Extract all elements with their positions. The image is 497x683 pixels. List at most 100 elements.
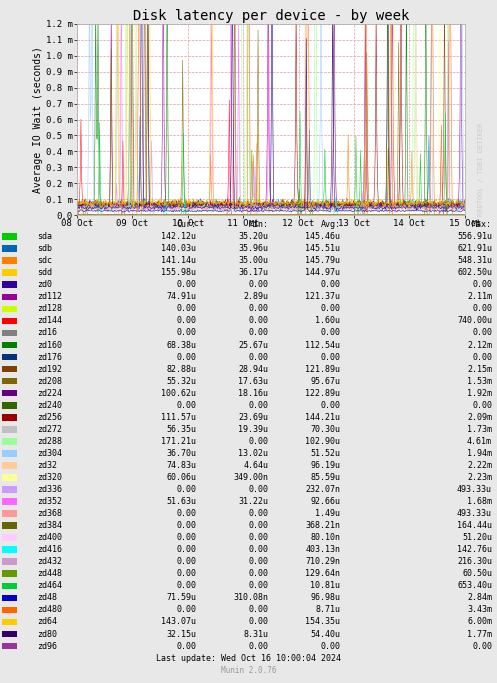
Text: 493.33u: 493.33u (457, 509, 492, 518)
Text: 0.00: 0.00 (472, 401, 492, 410)
Text: 145.46u: 145.46u (306, 232, 340, 241)
Bar (2, 414, 17, 421)
Text: 140.03u: 140.03u (162, 244, 196, 253)
Text: 1.77m: 1.77m (467, 630, 492, 639)
Text: 216.30u: 216.30u (457, 557, 492, 566)
Text: 0.00: 0.00 (321, 280, 340, 290)
Text: 35.96u: 35.96u (239, 244, 268, 253)
Text: 112.54u: 112.54u (306, 341, 340, 350)
Text: 51.20u: 51.20u (462, 533, 492, 542)
Bar (2, 281, 17, 288)
Text: Last update: Wed Oct 16 10:00:04 2024: Last update: Wed Oct 16 10:00:04 2024 (156, 654, 341, 663)
Text: zd368: zd368 (37, 509, 62, 518)
Text: 4.61m: 4.61m (467, 437, 492, 446)
Bar (2, 354, 17, 361)
Text: Max:: Max: (472, 220, 492, 229)
Bar (2, 378, 17, 385)
Text: 4.64u: 4.64u (244, 461, 268, 470)
Text: 1.94m: 1.94m (467, 449, 492, 458)
Bar (2, 269, 17, 276)
Text: 0.00: 0.00 (248, 329, 268, 337)
Text: 85.59u: 85.59u (311, 473, 340, 482)
Text: 17.63u: 17.63u (239, 376, 268, 386)
Text: 493.33u: 493.33u (457, 485, 492, 494)
Text: 8.71u: 8.71u (316, 605, 340, 615)
Bar (2, 522, 17, 529)
Text: zd192: zd192 (37, 365, 62, 374)
Text: 0.00: 0.00 (248, 509, 268, 518)
Text: 0.00: 0.00 (176, 316, 196, 325)
Text: 36.17u: 36.17u (239, 268, 268, 277)
Text: zd128: zd128 (37, 305, 62, 313)
Text: 92.66u: 92.66u (311, 497, 340, 506)
Text: zd384: zd384 (37, 521, 62, 530)
Text: zd448: zd448 (37, 570, 62, 579)
Text: 0.00: 0.00 (176, 401, 196, 410)
Text: zd416: zd416 (37, 545, 62, 554)
Text: 0.00: 0.00 (321, 305, 340, 313)
Text: 0.00: 0.00 (176, 280, 196, 290)
Text: 6.00m: 6.00m (467, 617, 492, 626)
Text: 111.57u: 111.57u (162, 413, 196, 422)
Text: 80.10n: 80.10n (311, 533, 340, 542)
Text: zd224: zd224 (37, 389, 62, 398)
Text: 13.02u: 13.02u (239, 449, 268, 458)
Text: Min:: Min: (248, 220, 268, 229)
Text: 0.00: 0.00 (248, 305, 268, 313)
Text: 51.52u: 51.52u (311, 449, 340, 458)
Text: 0.00: 0.00 (248, 521, 268, 530)
Text: 0.00: 0.00 (321, 401, 340, 410)
Bar (2, 546, 17, 553)
Text: zd272: zd272 (37, 425, 62, 434)
Text: sda: sda (37, 232, 52, 241)
Bar (2, 643, 17, 650)
Text: zd464: zd464 (37, 581, 62, 590)
Text: 0.00: 0.00 (176, 570, 196, 579)
Bar (2, 559, 17, 565)
Text: zd288: zd288 (37, 437, 62, 446)
Text: 51.63u: 51.63u (166, 497, 196, 506)
Text: zd144: zd144 (37, 316, 62, 325)
Bar (2, 619, 17, 626)
Text: 0.00: 0.00 (472, 352, 492, 361)
Text: 3.43m: 3.43m (467, 605, 492, 615)
Text: 0.00: 0.00 (176, 329, 196, 337)
Text: 60.06u: 60.06u (166, 473, 196, 482)
Bar (2, 498, 17, 505)
Text: zd400: zd400 (37, 533, 62, 542)
Text: 143.07u: 143.07u (162, 617, 196, 626)
Title: Disk latency per device - by week: Disk latency per device - by week (133, 9, 409, 23)
Text: 0.00: 0.00 (472, 329, 492, 337)
Text: 144.21u: 144.21u (306, 413, 340, 422)
Text: 0.00: 0.00 (248, 581, 268, 590)
Text: 1.60u: 1.60u (316, 316, 340, 325)
Text: zd304: zd304 (37, 449, 62, 458)
Text: 142.12u: 142.12u (162, 232, 196, 241)
Text: RRDTOOL / TOBI OETIKER: RRDTOOL / TOBI OETIKER (478, 123, 484, 217)
Y-axis label: Average IO Wait (seconds): Average IO Wait (seconds) (33, 46, 43, 193)
Text: zd112: zd112 (37, 292, 62, 301)
Text: zd48: zd48 (37, 594, 57, 602)
Text: Cur:: Cur: (176, 220, 196, 229)
Text: 96.98u: 96.98u (311, 594, 340, 602)
Bar (2, 342, 17, 348)
Text: zd160: zd160 (37, 341, 62, 350)
Text: 0.00: 0.00 (176, 545, 196, 554)
Text: 0.00: 0.00 (248, 401, 268, 410)
Text: 349.00n: 349.00n (234, 473, 268, 482)
Text: 35.20u: 35.20u (239, 232, 268, 241)
Bar (2, 607, 17, 613)
Text: 96.19u: 96.19u (311, 461, 340, 470)
Text: 0.00: 0.00 (176, 352, 196, 361)
Text: zd432: zd432 (37, 557, 62, 566)
Text: 310.08n: 310.08n (234, 594, 268, 602)
Text: 10.81u: 10.81u (311, 581, 340, 590)
Text: 145.51u: 145.51u (306, 244, 340, 253)
Text: 0.00: 0.00 (248, 570, 268, 579)
Text: 0.00: 0.00 (176, 641, 196, 651)
Text: 82.88u: 82.88u (166, 365, 196, 374)
Text: 1.73m: 1.73m (467, 425, 492, 434)
Text: zd320: zd320 (37, 473, 62, 482)
Text: 232.07n: 232.07n (306, 485, 340, 494)
Text: 368.21n: 368.21n (306, 521, 340, 530)
